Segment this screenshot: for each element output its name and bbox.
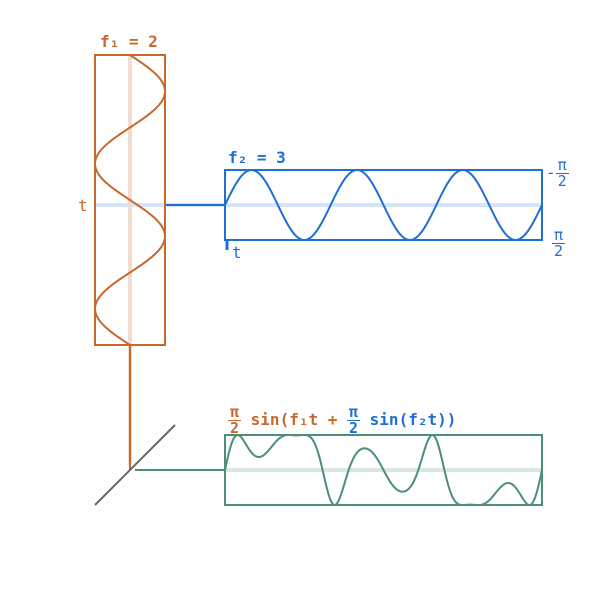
fm-synthesis-diagram <box>0 0 600 600</box>
label-t-left: t <box>78 196 88 215</box>
label-f1: f₁ = 2 <box>100 32 158 51</box>
label-pos-pi-2: π2 <box>552 228 565 259</box>
label-t-panel2: t <box>232 243 242 262</box>
label-formula: π2 sin(f₁t + π2 sin(f₂t)) <box>228 405 456 436</box>
label-neg-pi-2: -π2 <box>546 158 569 189</box>
label-f2: f₂ = 3 <box>228 148 286 167</box>
